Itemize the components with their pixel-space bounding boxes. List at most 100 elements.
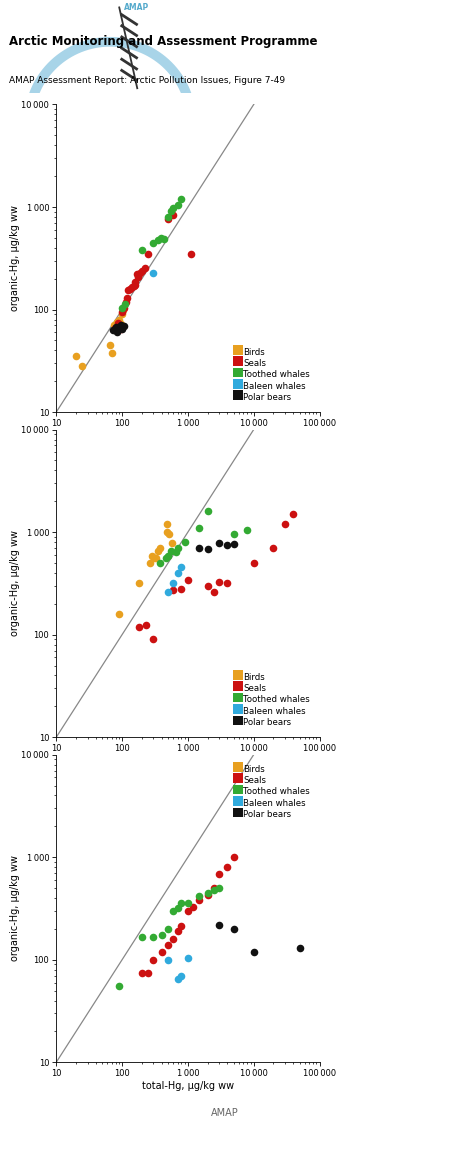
Point bbox=[117, 315, 124, 333]
Point bbox=[114, 323, 121, 341]
Point bbox=[118, 320, 126, 339]
Point bbox=[230, 848, 238, 866]
Point bbox=[230, 920, 238, 938]
Point bbox=[170, 902, 177, 921]
Point bbox=[164, 210, 171, 229]
Point bbox=[296, 939, 303, 958]
X-axis label: total-Hg, μg/kg ww: total-Hg, μg/kg ww bbox=[142, 431, 234, 441]
Point bbox=[135, 618, 143, 636]
Point bbox=[204, 540, 212, 558]
Point bbox=[158, 943, 165, 961]
Point bbox=[216, 865, 223, 884]
Point bbox=[250, 554, 257, 572]
Point bbox=[151, 549, 158, 568]
Point bbox=[204, 884, 212, 902]
Point bbox=[138, 928, 145, 946]
Point bbox=[131, 275, 138, 294]
Point bbox=[216, 915, 223, 933]
Point bbox=[230, 525, 238, 543]
Point bbox=[178, 189, 185, 208]
Point bbox=[169, 534, 176, 553]
Point bbox=[144, 245, 152, 264]
Point bbox=[178, 557, 185, 576]
Point bbox=[174, 195, 181, 214]
Point bbox=[114, 313, 121, 332]
Point bbox=[120, 317, 127, 336]
Y-axis label: organic-Hg, μg/kg ww: organic-Hg, μg/kg ww bbox=[10, 856, 20, 961]
Point bbox=[118, 300, 126, 318]
Point bbox=[216, 879, 223, 897]
Point bbox=[184, 902, 192, 921]
Point bbox=[110, 320, 117, 339]
Point bbox=[138, 240, 145, 259]
Point bbox=[116, 318, 123, 337]
Point bbox=[154, 230, 162, 248]
Point bbox=[150, 928, 157, 946]
X-axis label: total-Hg, μg/kg ww: total-Hg, μg/kg ww bbox=[142, 1081, 234, 1091]
Point bbox=[72, 347, 80, 366]
Point bbox=[270, 539, 277, 557]
Point bbox=[170, 200, 177, 218]
Point bbox=[120, 301, 127, 319]
Point bbox=[178, 916, 185, 935]
Point bbox=[112, 319, 119, 338]
Text: Arctic Monitoring and Assessment Programme: Arctic Monitoring and Assessment Program… bbox=[9, 35, 318, 49]
Point bbox=[164, 208, 171, 226]
Point bbox=[174, 899, 181, 917]
Point bbox=[290, 505, 297, 524]
Point bbox=[184, 571, 192, 590]
Point bbox=[147, 554, 154, 572]
Point bbox=[204, 886, 212, 904]
Point bbox=[121, 295, 128, 313]
Point bbox=[150, 233, 157, 252]
Point bbox=[142, 615, 149, 634]
Point bbox=[187, 245, 194, 264]
Point bbox=[170, 574, 177, 592]
Point bbox=[184, 949, 192, 967]
Point bbox=[164, 936, 171, 954]
Y-axis label: organic-Hg, μg/kg ww: organic-Hg, μg/kg ww bbox=[10, 205, 20, 311]
Point bbox=[211, 583, 218, 601]
Point bbox=[164, 547, 171, 565]
Point bbox=[132, 273, 139, 291]
Point bbox=[189, 897, 197, 916]
Point bbox=[178, 579, 185, 598]
Point bbox=[181, 533, 189, 551]
Point bbox=[138, 964, 145, 982]
Point bbox=[224, 574, 231, 592]
Point bbox=[106, 336, 113, 354]
Point bbox=[174, 969, 181, 988]
Point bbox=[196, 519, 203, 538]
Point bbox=[130, 276, 137, 295]
Point bbox=[112, 317, 119, 336]
Point bbox=[184, 894, 192, 913]
Legend: Birds, Seals, Toothed whales, Baleen whales, Polar bears: Birds, Seals, Toothed whales, Baleen wha… bbox=[230, 670, 313, 730]
Point bbox=[108, 344, 116, 362]
Y-axis label: organic-Hg, μg/kg ww: organic-Hg, μg/kg ww bbox=[10, 531, 20, 636]
Point bbox=[124, 289, 131, 308]
Point bbox=[111, 319, 118, 338]
Point bbox=[138, 261, 145, 280]
Point bbox=[224, 858, 231, 877]
Point bbox=[204, 577, 212, 596]
Point bbox=[118, 305, 126, 324]
Point bbox=[167, 202, 175, 221]
Point bbox=[170, 205, 177, 224]
Point bbox=[165, 525, 172, 543]
Point bbox=[163, 522, 171, 541]
Point bbox=[157, 554, 164, 572]
Point bbox=[164, 920, 171, 938]
Point bbox=[118, 303, 126, 322]
Point bbox=[196, 539, 203, 557]
Point bbox=[282, 514, 289, 533]
Point bbox=[122, 293, 130, 311]
Point bbox=[250, 943, 257, 961]
Point bbox=[178, 966, 185, 985]
Point bbox=[172, 542, 179, 561]
Point bbox=[115, 313, 122, 332]
Point bbox=[154, 542, 162, 561]
X-axis label: total-Hg, μg/kg ww: total-Hg, μg/kg ww bbox=[142, 756, 234, 766]
Legend: Birds, Seals, Toothed whales, Baleen whales, Polar bears: Birds, Seals, Toothed whales, Baleen wha… bbox=[230, 762, 313, 822]
Point bbox=[116, 978, 123, 996]
Point bbox=[178, 894, 185, 913]
